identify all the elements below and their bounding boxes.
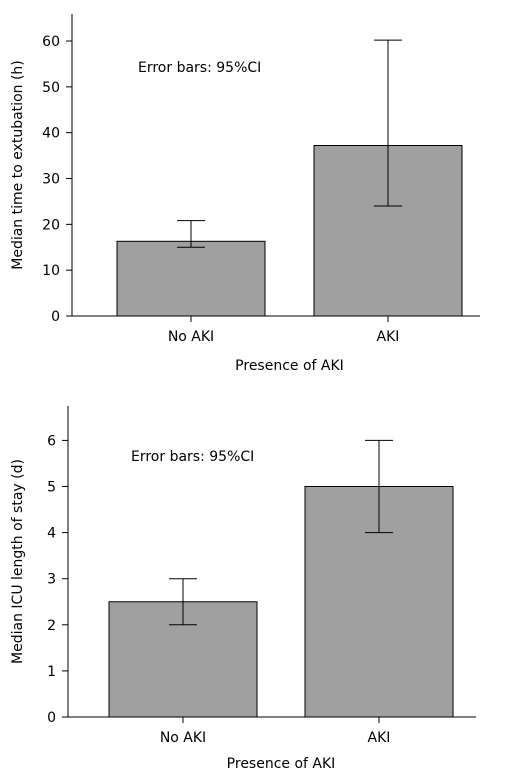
y-tick-label: 2	[47, 618, 56, 634]
y-tick-label: 60	[42, 34, 60, 50]
y-tick-label: 5	[47, 480, 56, 496]
x-axis-title: Presence of AKI	[235, 358, 344, 374]
y-tick-label: 4	[47, 526, 56, 542]
y-tick-label: 40	[42, 126, 60, 142]
y-tick-label: 0	[47, 710, 56, 726]
y-tick-label: 6	[47, 433, 56, 449]
y-tick-label: 20	[42, 217, 60, 233]
x-tick-label: No AKI	[168, 329, 214, 345]
y-axis-title: Median ICU length of stay (d)	[10, 459, 26, 664]
bar-no-aki	[116, 240, 266, 317]
x-tick-label: No AKI	[160, 730, 206, 746]
y-tick-label: 10	[42, 263, 60, 279]
y-tick-label: 1	[47, 664, 56, 680]
y-tick-label: 3	[47, 572, 56, 588]
x-axis-title: Presence of AKI	[227, 756, 336, 771]
x-tick-label: AKI	[377, 329, 400, 345]
error-bars-annotation: Error bars: 95%CI	[131, 449, 254, 465]
y-axis-title: Median time to extubation (h)	[10, 60, 26, 270]
x-tick-label: AKI	[368, 730, 391, 746]
icu-stay-chart: 0 1 2 3 4 5 6 No AKI AKI Presence of AKI Median IC…	[10, 406, 476, 771]
y-tick-label: 50	[42, 80, 60, 96]
extubation-chart: 0 10 20 30 40 50 60 No AKI AKI Presence of AKI Med…	[10, 14, 480, 374]
y-tick-label: 30	[42, 172, 60, 188]
y-tick-label: 0	[51, 309, 60, 325]
error-bars-annotation: Error bars: 95%CI	[138, 60, 261, 76]
